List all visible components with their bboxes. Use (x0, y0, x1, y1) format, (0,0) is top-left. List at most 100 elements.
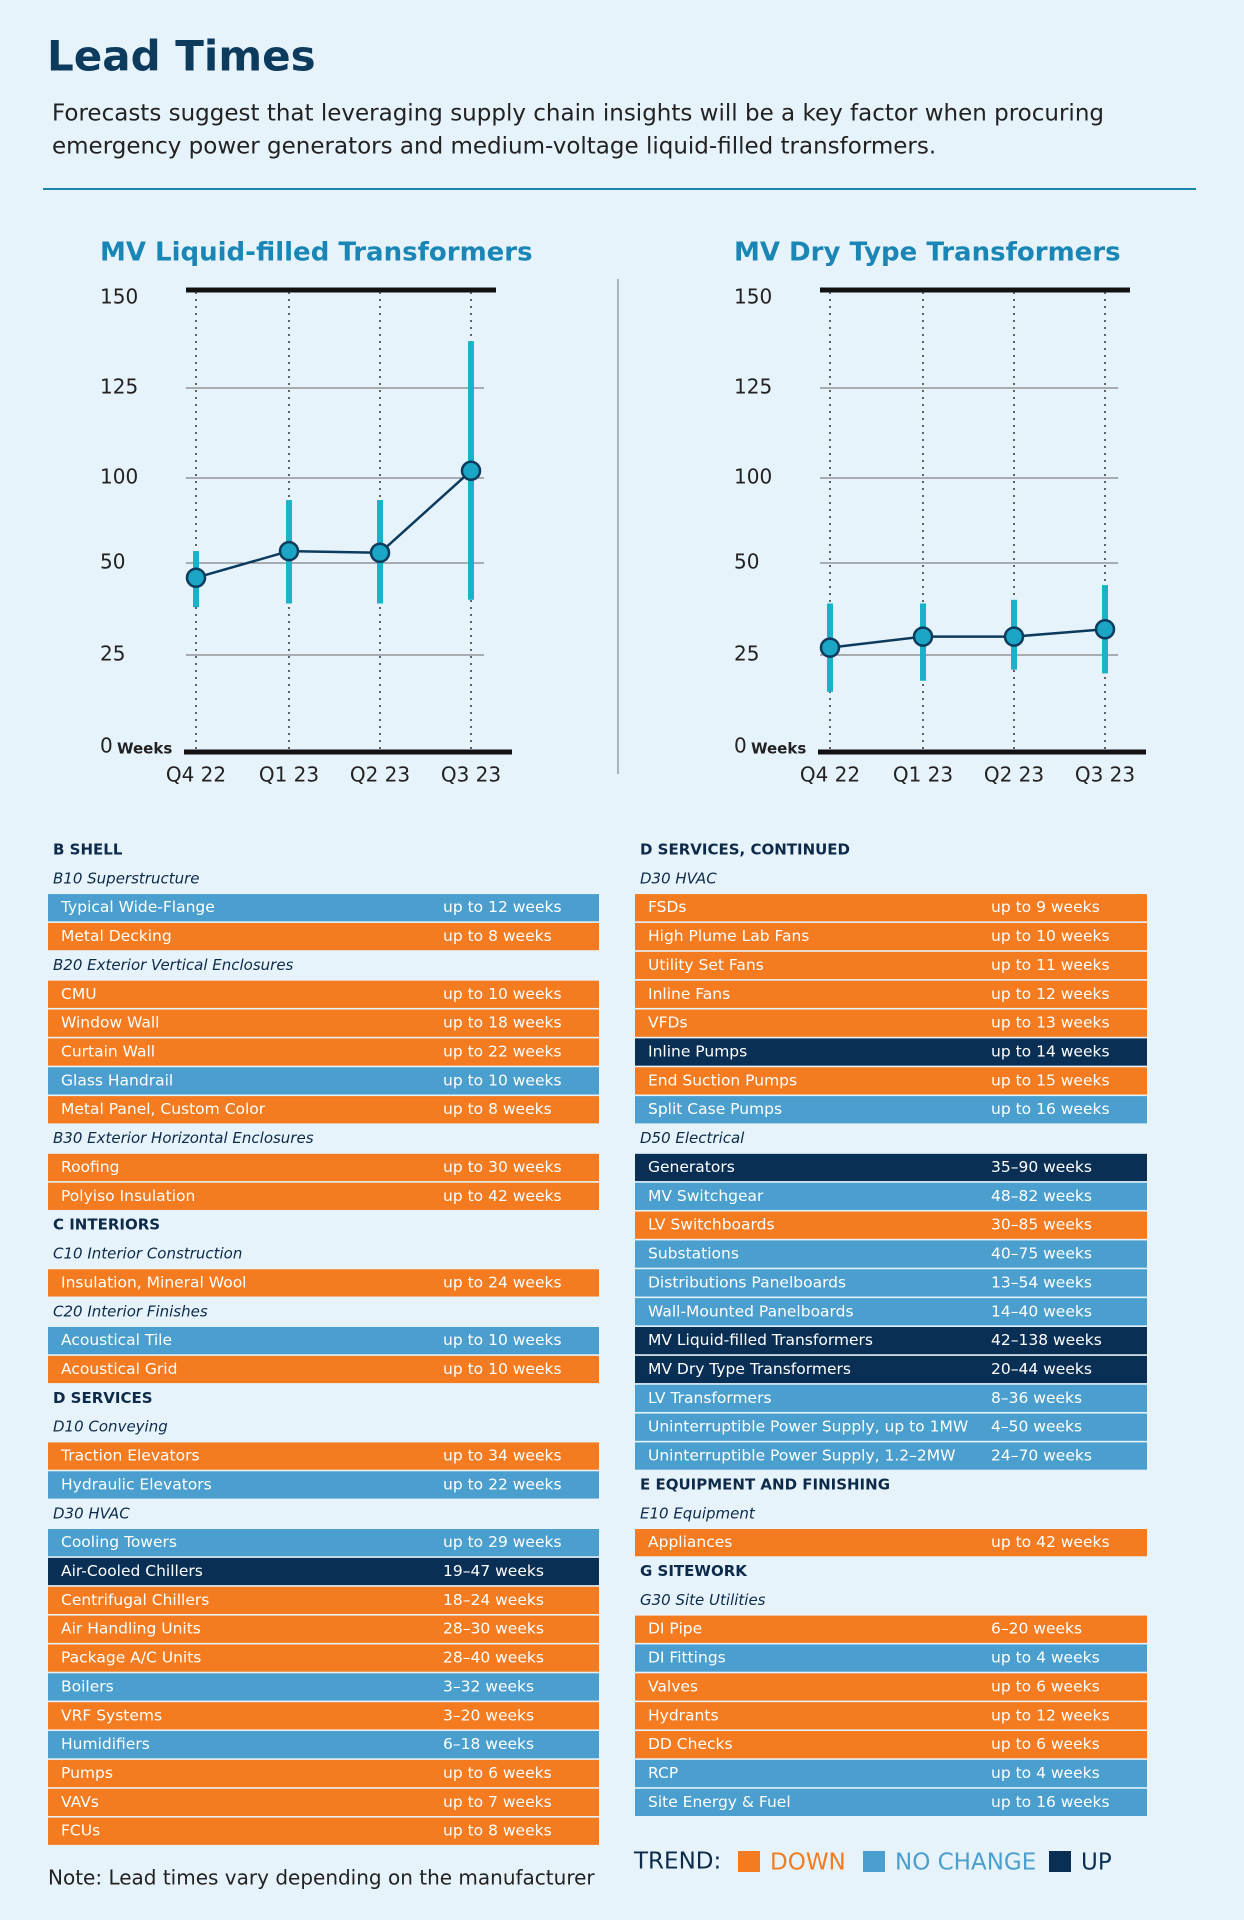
data-point (278, 540, 300, 562)
item-name: Valves (648, 1677, 698, 1695)
row-background (48, 1702, 599, 1730)
row-background (635, 1759, 1147, 1788)
legend-item: DOWN (770, 1850, 846, 1876)
row-background (48, 1644, 599, 1672)
item-lead-time: up to 4 weeks (991, 1649, 1100, 1667)
item-lead-time: 28–40 weeks (443, 1649, 544, 1667)
item-lead-time: up to 29 weeks (443, 1533, 562, 1551)
item-name: FSDs (648, 898, 687, 916)
subsection-heading: G30 Site Utilities (640, 1591, 766, 1609)
section-heading: D SERVICES (53, 1389, 153, 1407)
y-tick-label: 150 (734, 285, 772, 309)
item-name: High Plume Lab Fans (648, 927, 809, 945)
y-tick-label: 0 (100, 734, 113, 758)
item-name: VAVs (61, 1793, 99, 1811)
row-background (48, 1355, 599, 1384)
item-name: Distributions Panelboards (648, 1273, 846, 1291)
item-name: Insulation, Mineral Wool (61, 1273, 246, 1291)
legend-item: NO CHANGE (895, 1850, 1036, 1876)
item-lead-time: 18–24 weeks (443, 1591, 544, 1609)
row-background (635, 1096, 1147, 1124)
row-background (48, 1182, 599, 1210)
legend-item: UP (1081, 1850, 1112, 1876)
x-tick-label: Q2 23 (984, 763, 1044, 787)
row-background (635, 1240, 1147, 1268)
row-background (48, 1529, 599, 1557)
row-background (635, 1731, 1147, 1759)
row-background (635, 1153, 1147, 1182)
item-lead-time: up to 15 weeks (991, 1071, 1110, 1089)
row-background (635, 1038, 1147, 1066)
row-background (48, 1471, 599, 1499)
y-tick-label: 50 (734, 550, 759, 574)
item-lead-time: 14–40 weeks (991, 1302, 1092, 1320)
row-background (635, 1269, 1147, 1297)
row-background (635, 1326, 1147, 1355)
row-background (48, 1586, 599, 1614)
item-lead-time: up to 7 weeks (443, 1793, 552, 1811)
data-point (369, 542, 391, 564)
item-lead-time: 19–47 weeks (443, 1562, 544, 1580)
item-name: FCUs (61, 1822, 100, 1840)
row-background (635, 951, 1147, 980)
data-point (460, 460, 482, 482)
item-name: LV Switchboards (648, 1216, 775, 1234)
item-lead-time: up to 12 weeks (443, 898, 562, 916)
row-background (48, 1153, 599, 1182)
subsection-heading: B10 Superstructure (53, 869, 200, 887)
subsection-heading: D50 Electrical (640, 1129, 745, 1147)
y-tick-label: 100 (100, 465, 138, 489)
item-name: Generators (648, 1158, 735, 1176)
legend-swatch (738, 1851, 760, 1872)
y-tick-label: 0 (734, 734, 747, 758)
row-background (48, 1817, 599, 1845)
x-tick-label: Q2 23 (350, 763, 410, 787)
item-lead-time: up to 8 weeks (443, 927, 552, 945)
item-name: Acoustical Grid (61, 1360, 177, 1378)
row-background (48, 922, 599, 951)
x-tick-label: Q1 23 (893, 763, 953, 787)
item-lead-time: 40–75 weeks (991, 1245, 1092, 1263)
row-background (635, 894, 1147, 922)
item-lead-time: up to 10 weeks (443, 1331, 562, 1349)
legend-label: TREND: (633, 1849, 721, 1875)
x-tick-label: Q3 23 (1075, 763, 1135, 787)
y-tick-label: 25 (100, 642, 125, 666)
item-lead-time: 30–85 weeks (991, 1216, 1092, 1234)
item-lead-time: up to 22 weeks (443, 1043, 562, 1061)
item-name: Hydrants (648, 1706, 719, 1724)
item-lead-time: up to 10 weeks (443, 985, 562, 1003)
row-background (635, 1009, 1147, 1037)
item-lead-time: 4–50 weeks (991, 1418, 1082, 1436)
subsection-heading: E10 Equipment (640, 1504, 756, 1522)
item-name: MV Switchgear (648, 1187, 764, 1205)
row-background (635, 1355, 1147, 1384)
item-lead-time: 42–138 weeks (991, 1331, 1102, 1349)
item-lead-time: 20–44 weeks (991, 1360, 1092, 1378)
item-lead-time: up to 9 weeks (991, 898, 1100, 916)
item-name: VFDs (648, 1014, 688, 1032)
trend-line (195, 469, 472, 579)
item-name: Hydraulic Elevators (61, 1475, 212, 1493)
item-name: Appliances (648, 1533, 732, 1551)
item-lead-time: up to 13 weeks (991, 1014, 1110, 1032)
row-background (48, 1673, 599, 1701)
y-tick-label: 25 (734, 642, 759, 666)
row-background (48, 1442, 599, 1470)
y-tick-label: 50 (100, 550, 125, 574)
x-tick-label: Q4 22 (166, 763, 226, 787)
item-name: Substations (648, 1245, 739, 1263)
section-heading: B SHELL (53, 841, 123, 859)
row-background (635, 1211, 1147, 1239)
item-name: VRF Systems (61, 1706, 162, 1724)
item-lead-time: up to 11 weeks (991, 956, 1110, 974)
item-lead-time: 24–70 weeks (991, 1447, 1092, 1465)
item-name: Typical Wide-Flange (60, 898, 215, 916)
item-name: Site Energy & Fuel (648, 1793, 791, 1811)
item-name: Split Case Pumps (648, 1100, 782, 1118)
item-name: Metal Panel, Custom Color (61, 1100, 266, 1118)
row-background (48, 1269, 599, 1297)
item-lead-time: 35–90 weeks (991, 1158, 1092, 1176)
row-background (48, 1038, 599, 1066)
row-background (48, 1326, 599, 1355)
